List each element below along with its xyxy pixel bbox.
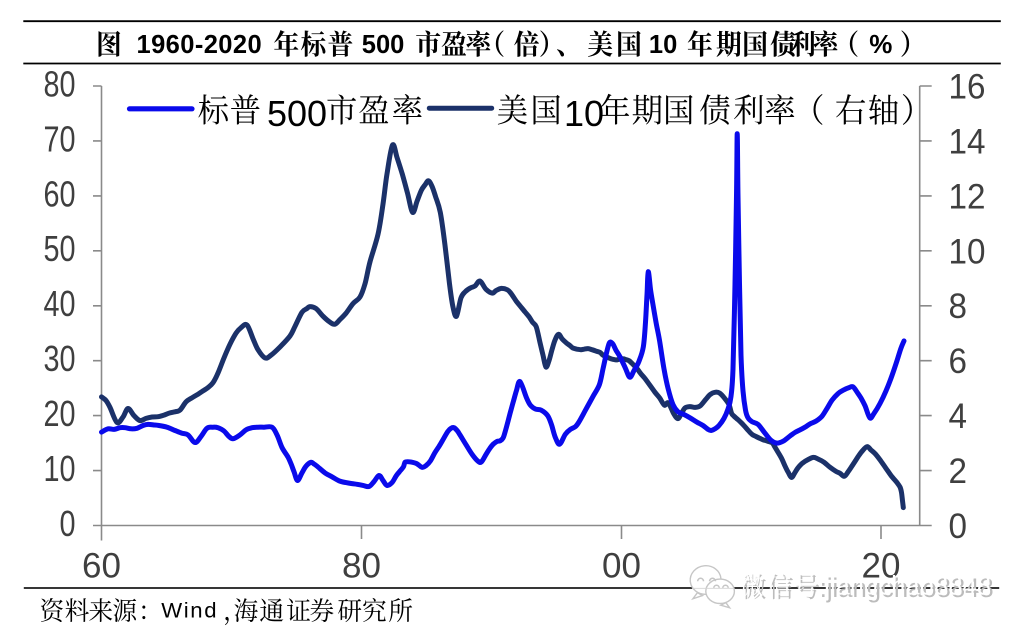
svg-text:1960-2020: 1960-2020 [137, 31, 263, 59]
svg-text:500: 500 [362, 31, 405, 59]
svg-text:0: 0 [59, 503, 75, 544]
svg-text:10: 10 [564, 93, 604, 134]
svg-text:%: % [869, 29, 892, 59]
svg-text:60: 60 [43, 173, 75, 214]
svg-text:20: 20 [43, 393, 75, 434]
svg-text:2: 2 [949, 452, 967, 491]
svg-text:20: 20 [862, 547, 901, 586]
svg-text:16: 16 [949, 68, 986, 107]
svg-text::jiangchao8848: :jiangchao8848 [817, 570, 991, 601]
svg-text:50: 50 [43, 228, 75, 269]
svg-text:500: 500 [267, 93, 327, 134]
svg-text:30: 30 [43, 338, 75, 379]
svg-text:80: 80 [342, 547, 381, 586]
svg-text:40: 40 [43, 283, 75, 324]
svg-text:10: 10 [949, 233, 986, 272]
svg-text:8: 8 [949, 287, 967, 326]
svg-text:70: 70 [43, 118, 75, 159]
svg-text:4: 4 [949, 397, 967, 436]
svg-text:6: 6 [949, 342, 967, 381]
svg-text:60: 60 [82, 547, 121, 586]
svg-text:80: 80 [43, 63, 75, 104]
svg-text:0: 0 [949, 507, 967, 546]
svg-text:12: 12 [949, 178, 986, 217]
svg-text:Wind: Wind [161, 598, 218, 623]
svg-text:10: 10 [43, 448, 75, 489]
svg-text:00: 00 [602, 547, 641, 586]
svg-text:14: 14 [949, 123, 986, 162]
svg-text:10: 10 [649, 31, 677, 59]
svg-text::jiangchao8848: :jiangchao8848 [820, 572, 994, 603]
